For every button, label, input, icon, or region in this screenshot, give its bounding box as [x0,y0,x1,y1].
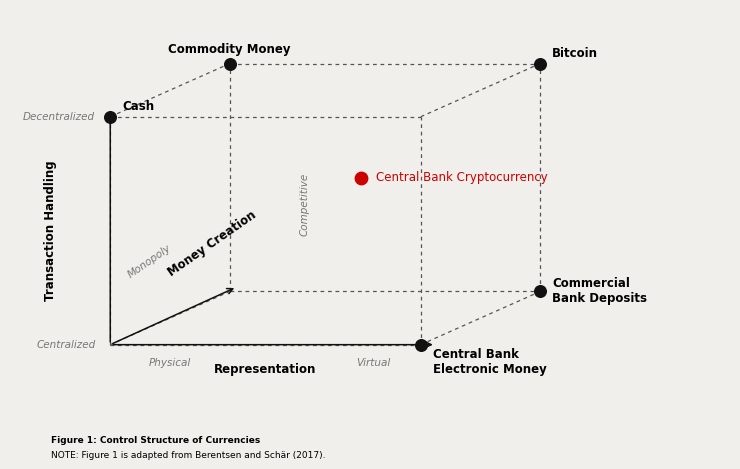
Text: Centralized: Centralized [36,340,95,350]
Text: Transaction Handling: Transaction Handling [44,160,57,301]
Text: Figure 1: Control Structure of Currencies: Figure 1: Control Structure of Currencie… [50,436,260,445]
Text: Decentralized: Decentralized [23,112,95,122]
Text: NOTE: Figure 1 is adapted from Berentsen and Schär (2017).: NOTE: Figure 1 is adapted from Berentsen… [50,451,325,460]
Text: Commercial
Bank Deposits: Commercial Bank Deposits [552,278,647,305]
Point [223,60,235,68]
Point [355,174,367,182]
Text: Central Bank Cryptocurrency: Central Bank Cryptocurrency [376,171,548,184]
Text: Money Creation: Money Creation [165,209,258,280]
Point [534,60,546,68]
Text: Competitive: Competitive [299,173,309,236]
Text: Monopoly: Monopoly [126,242,172,280]
Point [104,113,116,121]
Point [415,341,427,348]
Text: Physical: Physical [149,358,191,368]
Text: Representation: Representation [215,363,317,376]
Text: Virtual: Virtual [356,358,390,368]
Text: Central Bank
Electronic Money: Central Bank Electronic Money [433,348,546,377]
Text: Cash: Cash [122,100,155,113]
Point [534,287,546,295]
Text: Bitcoin: Bitcoin [552,47,598,60]
Text: Commodity Money: Commodity Money [169,43,291,56]
